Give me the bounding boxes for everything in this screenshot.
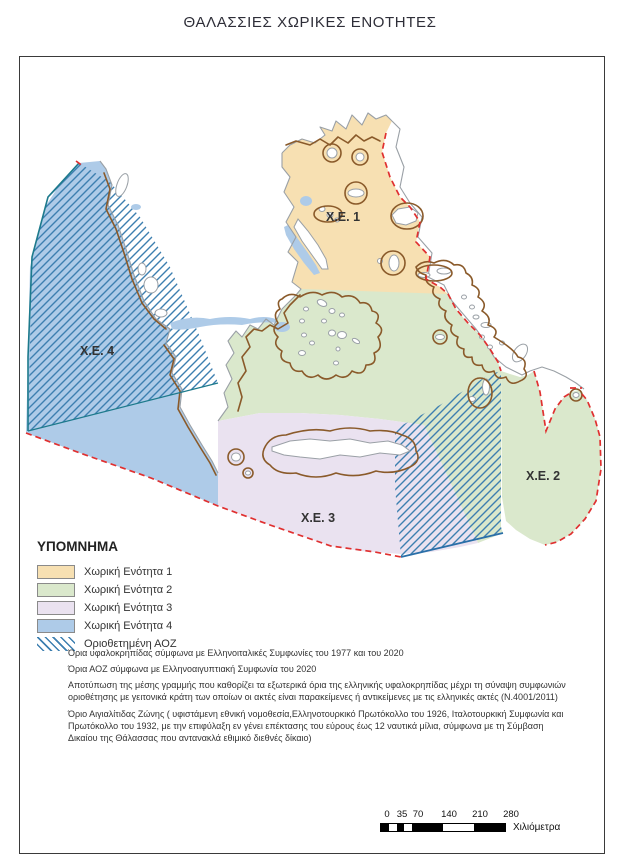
line-legend-item-median: Αποτύπωση της μέσης γραμμής που καθορίζε… bbox=[37, 679, 597, 703]
legend-item-aoz: Οριοθετημένη ΑΟΖ bbox=[37, 635, 297, 653]
scale-tick: 35 bbox=[396, 809, 408, 820]
aoz-hatch-west bbox=[28, 163, 218, 431]
legend-heading: ΥΠΟΜΝΗΜΑ bbox=[37, 539, 118, 554]
scale-tick: 210 bbox=[472, 809, 488, 820]
legend-label: Οριοθετημένη ΑΟΖ bbox=[84, 638, 177, 650]
legend-label: Χωρική Ενότητα 4 bbox=[84, 620, 173, 632]
line-legend-item-eez-egypt: Όρια ΑΟΖ σύμφωνα με Ελληνοαιγυπτιακή Συμ… bbox=[37, 663, 597, 675]
line-legend-label: Όρια υφαλοκρηπίδας σύμφωνα με Ελληνοιταλ… bbox=[68, 648, 404, 658]
map-canvas: Χ.Ε. 1 Χ.Ε. 2 Χ.Ε. 3 Χ.Ε. 4 bbox=[25, 112, 602, 558]
swatch-xe1 bbox=[37, 565, 75, 579]
swatch-xe4 bbox=[37, 619, 75, 633]
territorial-sea-lines bbox=[103, 134, 583, 479]
region-xe1-north-aegean bbox=[282, 113, 448, 299]
region-label-xe2: Χ.Ε. 2 bbox=[526, 469, 560, 483]
scale-bar: 0 35 70 140 210 280 Χιλιόμετρα bbox=[380, 809, 595, 833]
legend-item-xe3: Χωρική Ενότητα 3 bbox=[37, 599, 297, 617]
region-label-xe3: Χ.Ε. 3 bbox=[301, 511, 335, 525]
legend: ΥΠΟΜΝΗΜΑ Χωρική Ενότητα 1 Χωρική Ενότητα… bbox=[37, 539, 297, 653]
region-label-xe1: Χ.Ε. 1 bbox=[326, 210, 360, 224]
coastlines bbox=[99, 112, 585, 474]
median-line bbox=[25, 132, 602, 558]
page-title: ΘΑΛΑΣΣΙΕΣ ΧΩΡΙΚΕΣ ΕΝΟΤΗΤΕΣ bbox=[183, 14, 437, 31]
scale-tick: 280 bbox=[503, 809, 519, 820]
line-legend-item-shelf-italy: Όρια υφαλοκρηπίδας σύμφωνα με Ελληνοιταλ… bbox=[37, 647, 597, 659]
line-legend-label: Όριο Αιγιαλίτιδας Ζώνης ( υφιστάμενη εθν… bbox=[68, 708, 564, 743]
gulf-amvrakikos bbox=[131, 204, 141, 210]
aoz-hatch-southeast bbox=[395, 371, 503, 557]
legend-label: Χωρική Ενότητα 1 bbox=[84, 566, 173, 578]
eez-line-egypt bbox=[400, 532, 504, 558]
line-legend-label: Όρια ΑΟΖ σύμφωνα με Ελληνοαιγυπτιακή Συμ… bbox=[68, 664, 317, 675]
line-legend-item-territorial: Όριο Αιγιαλίτιδας Ζώνης ( υφιστάμενη εθν… bbox=[37, 708, 597, 744]
swatch-xe2 bbox=[37, 583, 75, 597]
region-xe2-east-lobe bbox=[501, 371, 601, 545]
line-legend: Όρια υφαλοκρηπίδας σύμφωνα με Ελληνοιταλ… bbox=[37, 647, 597, 744]
swatch-aoz-hatch bbox=[37, 637, 75, 651]
gulf-pagasitic bbox=[300, 196, 312, 206]
legend-item-xe4: Χωρική Ενότητα 4 bbox=[37, 617, 297, 635]
scale-ticks: 0 35 70 140 210 280 bbox=[380, 809, 595, 820]
scale-unit-label: Χιλιόμετρα bbox=[513, 822, 561, 833]
scale-tick: 140 bbox=[441, 809, 457, 820]
region-label-xe4: Χ.Ε. 4 bbox=[80, 344, 114, 358]
scale-bar-segments bbox=[380, 823, 506, 832]
scale-tick: 0 bbox=[384, 809, 390, 820]
scale-tick: 70 bbox=[412, 809, 424, 820]
line-legend-label: Αποτύπωση της μέσης γραμμής που καθορίζε… bbox=[68, 680, 566, 703]
gulf-corinth bbox=[170, 317, 278, 330]
swatch-xe3 bbox=[37, 601, 75, 615]
region-xe2-central-aegean bbox=[218, 289, 503, 543]
legend-label: Χωρική Ενότητα 3 bbox=[84, 602, 173, 614]
legend-item-xe2: Χωρική Ενότητα 2 bbox=[37, 581, 297, 599]
legend-label: Χωρική Ενότητα 2 bbox=[84, 584, 173, 596]
gulf-evoikos bbox=[284, 225, 320, 275]
legend-item-xe1: Χωρική Ενότητα 1 bbox=[37, 563, 297, 581]
shelf-line-italy bbox=[27, 162, 80, 431]
map-frame: Χ.Ε. 1 Χ.Ε. 2 Χ.Ε. 3 Χ.Ε. 4 ΥΠΟΜΝΗΜΑ Χωρ… bbox=[19, 56, 605, 854]
shelf-line-west-inner bbox=[27, 382, 219, 432]
